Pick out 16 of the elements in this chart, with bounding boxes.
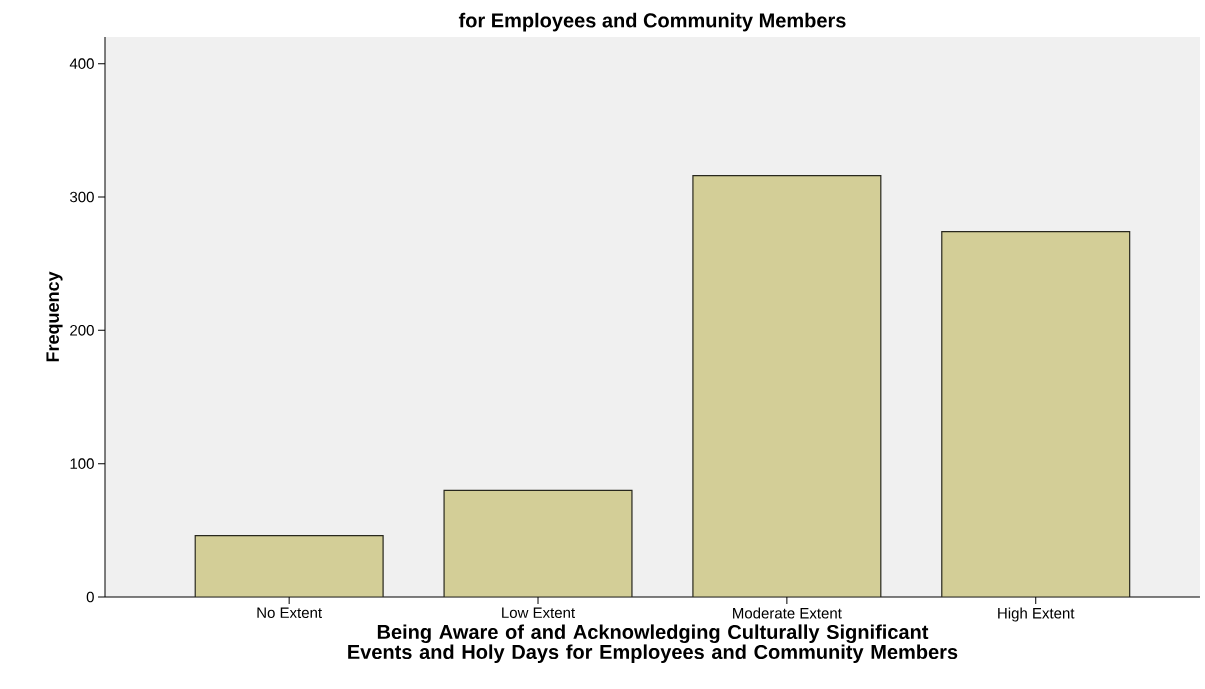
- x-tick-label: High Extent: [998, 607, 1075, 622]
- y-axis-title: Frequency: [46, 271, 63, 362]
- y-tick-label: 400: [69, 58, 94, 69]
- bar: [443, 489, 633, 597]
- x-tick-label: Low Extent: [502, 607, 575, 618]
- y-tick-label: 200: [70, 325, 94, 336]
- x-tick-label: No Extent: [257, 607, 322, 618]
- x-tick-label: Moderate Extent: [733, 607, 842, 619]
- chart-title: for Employees and Community Members: [458, 12, 846, 32]
- y-tick-label: 0: [86, 591, 94, 603]
- y-tick-label: 300: [70, 191, 94, 203]
- bar: [941, 231, 1131, 597]
- x-axis-title: Being Aware of and Acknowledging Culturally Significant Events and Holy Days for Employees and Community Members: [348, 624, 958, 664]
- bar: [692, 175, 882, 597]
- y-tick-label: 100: [70, 458, 94, 469]
- bar: [194, 535, 384, 597]
